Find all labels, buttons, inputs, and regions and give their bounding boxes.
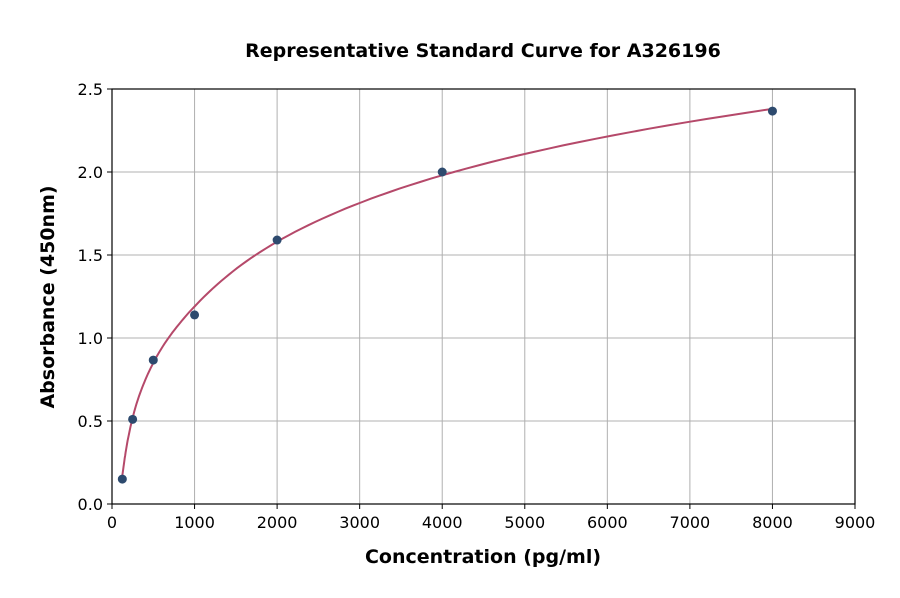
x-axis-label: Concentration (pg/ml): [365, 546, 601, 568]
data-point: [190, 310, 200, 320]
data-point: [272, 235, 282, 245]
y-tick-label: 2.0: [78, 163, 103, 182]
x-tick-label: 2000: [257, 513, 298, 532]
x-tick-label: 7000: [670, 513, 711, 532]
y-tick-label: 1.5: [78, 246, 103, 265]
y-tick-label: 0.0: [78, 495, 103, 514]
data-point: [117, 474, 127, 484]
data-point: [128, 414, 138, 424]
y-tick-label: 1.0: [78, 329, 103, 348]
plot-frame: [111, 88, 856, 505]
data-point: [148, 355, 158, 365]
y-tick-label: 0.5: [78, 412, 103, 431]
x-tick-label: 6000: [587, 513, 628, 532]
chart-title: Representative Standard Curve for A32619…: [245, 40, 721, 62]
x-tick-label: 1000: [174, 513, 215, 532]
x-tick-label: 5000: [504, 513, 545, 532]
y-axis-label: Absorbance (450nm): [37, 185, 59, 408]
x-tick-label: 3000: [339, 513, 380, 532]
x-tick-label: 9000: [835, 513, 876, 532]
x-tick-label: 4000: [422, 513, 463, 532]
data-point: [767, 106, 777, 116]
data-point: [437, 167, 447, 177]
y-tick-label: 2.5: [78, 80, 103, 99]
x-tick-label: 8000: [752, 513, 793, 532]
x-tick-label: 0: [107, 513, 117, 532]
